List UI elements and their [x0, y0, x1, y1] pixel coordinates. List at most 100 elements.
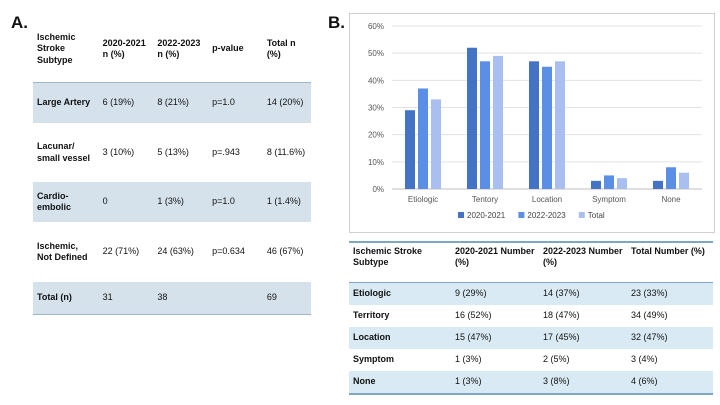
table-row: Ischemic, Not Defined 22 (71%) 24 (63%) … [33, 222, 311, 282]
y-tick-label: 0% [372, 185, 384, 194]
table-cell: 3 (8%) [539, 371, 627, 395]
legend-label: Total [588, 211, 605, 220]
table-cell: 22 (71%) [102, 246, 140, 257]
bar-symptom-2020-2021 [591, 180, 601, 189]
row-label: Territory [353, 310, 390, 321]
table-cell: 3 (10%) [102, 146, 135, 157]
table-cell: p=0.634 [212, 246, 245, 257]
table-cell: 31 [98, 282, 154, 315]
bar-none-2022-2023 [666, 167, 676, 189]
x-tick-label: Etiologic [408, 195, 438, 204]
x-tick-label: None [661, 195, 681, 204]
row-label: Lacunar/ small vessel [37, 141, 91, 163]
x-tick-label: Tentory [472, 195, 498, 204]
row-label: Large Artery [33, 82, 99, 123]
table-cell: 14 (20%) [262, 82, 311, 123]
header-cell: 2020-2021 n (%) [98, 16, 154, 83]
bar-none-2020-2021 [653, 180, 663, 189]
row-label: Cardio-embolic [33, 182, 99, 222]
table-cell: 38 [153, 282, 209, 315]
table-cell: 23 (33%) [627, 282, 713, 305]
table-row: None 1 (3%) 3 (8%) 4 (6%) [349, 371, 713, 395]
table-cell: 2 (5%) [543, 354, 570, 365]
bar-tentory-total [493, 55, 503, 190]
legend-label: 2022-2023 [527, 211, 566, 220]
y-tick-label: 10% [368, 158, 384, 167]
bar-tentory-2020-2021 [467, 47, 477, 189]
table-cell: 18 (47%) [543, 310, 580, 321]
table-cell: 17 (45%) [539, 327, 627, 349]
table-row: Large Artery 6 (19%) 8 (21%) p=1.0 14 (2… [33, 82, 311, 123]
y-tick-label: 20% [368, 131, 384, 140]
table-row: Symptom 1 (3%) 2 (5%) 3 (4%) [349, 349, 713, 371]
table-cell: p=1.0 [208, 82, 263, 123]
bar-location-total [555, 61, 565, 189]
bar-etiologic-total [431, 99, 441, 189]
table-cell: 14 (37%) [539, 282, 627, 305]
bar-symptom-2022-2023 [604, 175, 614, 189]
table-cell: 15 (47%) [451, 327, 539, 349]
legend-swatch [458, 212, 464, 218]
bar-tentory-2022-2023 [480, 61, 490, 189]
header-cell: Total Number (%) [627, 241, 713, 283]
panel-b-table: Ischemic Stroke Subtype 2020-2021 Number… [349, 241, 713, 395]
header-cell: 2022-2023 Number (%) [539, 241, 627, 283]
row-label: Ischemic, Not Defined [37, 240, 88, 262]
legend-label: 2020-2021 [467, 211, 506, 220]
table-row: Cardio-embolic 0 1 (3%) p=1.0 1 (1.4%) [33, 182, 311, 222]
table-cell: 1 (3%) [153, 182, 209, 222]
table-row: Etiologic 9 (29%) 14 (37%) 23 (33%) [349, 282, 713, 305]
bar-location-2022-2023 [542, 66, 552, 189]
bar-symptom-total [617, 178, 627, 189]
header-cell: Total n (%) [262, 16, 311, 83]
table-row: Territory 16 (52%) 18 (47%) 34 (49%) [349, 305, 713, 327]
table-cell: 5 (13%) [157, 146, 189, 157]
table-cell: p=1.0 [208, 182, 263, 222]
table-cell: 32 (47%) [627, 327, 713, 349]
table-cell: p=.943 [212, 146, 240, 157]
table-header-row: Ischemic Stroke Subtype 2020-2021 n (%) … [33, 16, 311, 83]
x-tick-label: Location [532, 195, 562, 204]
bar-none-total [679, 172, 689, 189]
bar-location-2020-2021 [529, 61, 539, 189]
table-row: Location 15 (47%) 17 (45%) 32 (47%) [349, 327, 713, 349]
y-tick-label: 40% [368, 76, 384, 85]
table-header-row: Ischemic Stroke Subtype 2020-2021 Number… [349, 241, 713, 283]
table-row: Lacunar/ small vessel 3 (10%) 5 (13%) p=… [33, 123, 311, 182]
table-cell: 9 (29%) [451, 282, 539, 305]
table-cell: 46 (67%) [266, 246, 304, 257]
y-tick-label: 60% [368, 22, 384, 31]
header-cell: Ischemic Stroke Subtype [349, 241, 451, 283]
y-tick-label: 30% [368, 104, 384, 113]
row-label: Location [349, 327, 451, 349]
header-cell: 2022-2023 n (%) [153, 16, 209, 83]
table-row: Total (n) 31 38 69 [33, 282, 311, 315]
table-cell: 3 (4%) [631, 354, 658, 365]
header-cell: p-value [208, 16, 263, 83]
table-cell [208, 282, 263, 315]
table-cell: 6 (19%) [98, 82, 154, 123]
table-cell: 8 (11.6%) [266, 146, 306, 157]
x-tick-label: Symptom [592, 195, 626, 204]
row-label: Symptom [353, 354, 395, 365]
bar-chart: 0% 10% 20% 30% 40% 50% 60% Etiologic Tentory Loca… [349, 13, 715, 233]
row-label: None [349, 371, 451, 395]
panel-b-label: B. [328, 13, 345, 32]
bar-chart-svg: 0% 10% 20% 30% 40% 50% 60% Etiologic Tentory Loca… [368, 22, 702, 220]
table-cell: 34 (49%) [631, 310, 668, 321]
header-cell: Ischemic Stroke Subtype [33, 16, 99, 83]
header-cell: 2020-2021 Number (%) [451, 241, 539, 283]
table-cell: 1 (3%) [451, 371, 539, 395]
table-cell: 16 (52%) [455, 310, 492, 321]
table-cell: 1 (3%) [455, 354, 482, 365]
panel-a-table: Ischemic Stroke Subtype 2020-2021 n (%) … [33, 16, 311, 315]
legend-swatch [518, 212, 525, 218]
bar-etiologic-2020-2021 [405, 110, 415, 189]
legend-swatch [578, 212, 585, 218]
y-tick-label: 50% [368, 49, 384, 58]
table-cell: 69 [262, 282, 311, 315]
table-cell: 1 (1.4%) [262, 182, 311, 222]
panel-a-label: A. [11, 13, 28, 32]
table-cell: 4 (6%) [627, 371, 713, 395]
row-label: Total (n) [33, 282, 99, 315]
